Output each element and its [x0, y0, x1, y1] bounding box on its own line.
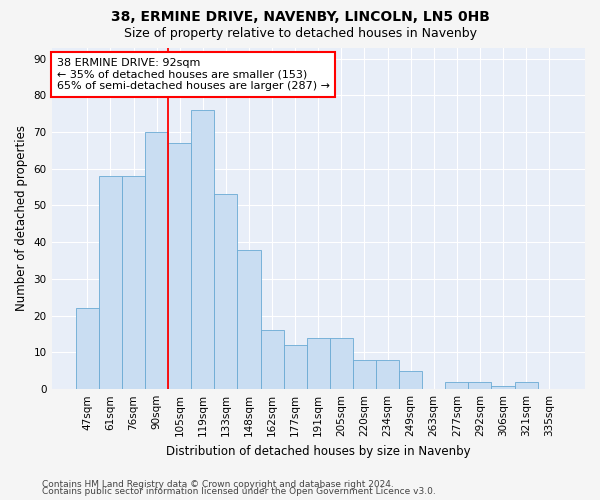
Bar: [491, 386, 515, 389]
Y-axis label: Number of detached properties: Number of detached properties: [15, 126, 28, 312]
Bar: [168, 143, 191, 389]
Bar: [515, 382, 538, 389]
Bar: [122, 176, 145, 389]
Bar: [191, 110, 214, 389]
Text: Size of property relative to detached houses in Navenby: Size of property relative to detached ho…: [124, 28, 476, 40]
Bar: [376, 360, 399, 389]
Bar: [145, 132, 168, 389]
Bar: [330, 338, 353, 389]
Bar: [353, 360, 376, 389]
Bar: [99, 176, 122, 389]
Text: Contains HM Land Registry data © Crown copyright and database right 2024.: Contains HM Land Registry data © Crown c…: [42, 480, 394, 489]
Bar: [76, 308, 99, 389]
Bar: [307, 338, 330, 389]
Text: 38, ERMINE DRIVE, NAVENBY, LINCOLN, LN5 0HB: 38, ERMINE DRIVE, NAVENBY, LINCOLN, LN5 …: [110, 10, 490, 24]
Bar: [284, 345, 307, 389]
Bar: [469, 382, 491, 389]
Bar: [238, 250, 260, 389]
X-axis label: Distribution of detached houses by size in Navenby: Distribution of detached houses by size …: [166, 444, 470, 458]
Bar: [260, 330, 284, 389]
Text: Contains public sector information licensed under the Open Government Licence v3: Contains public sector information licen…: [42, 488, 436, 496]
Bar: [399, 371, 422, 389]
Bar: [214, 194, 238, 389]
Text: 38 ERMINE DRIVE: 92sqm
← 35% of detached houses are smaller (153)
65% of semi-de: 38 ERMINE DRIVE: 92sqm ← 35% of detached…: [57, 58, 330, 91]
Bar: [445, 382, 469, 389]
